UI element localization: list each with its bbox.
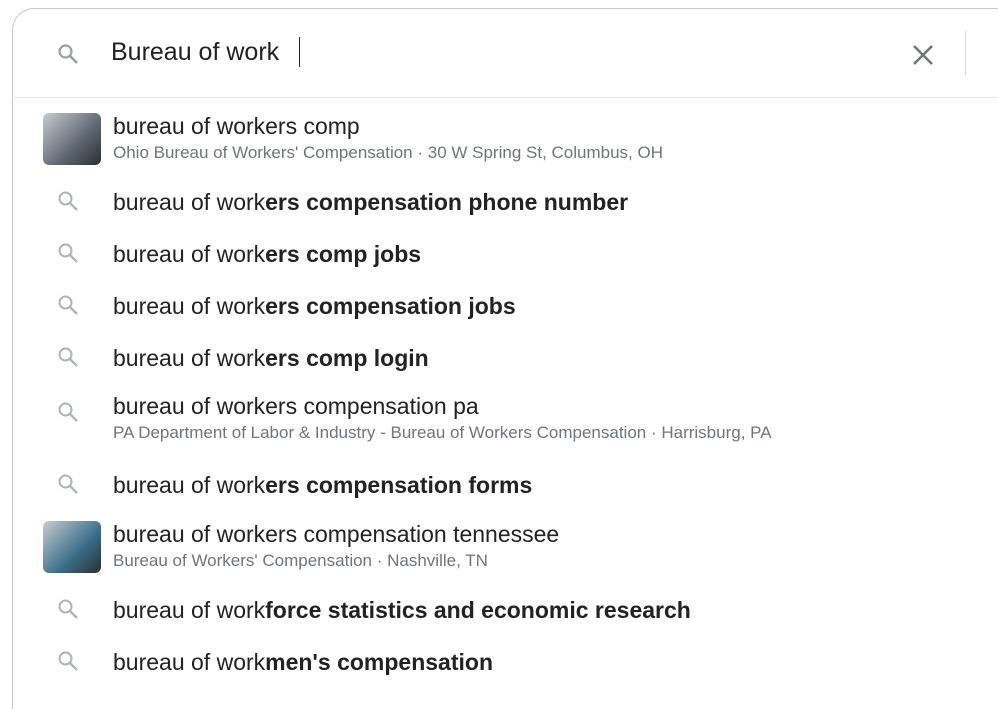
suggestion[interactable]: bureau of workforce statistics and econo… — [13, 583, 998, 635]
typed-part: bureau of workers compensation pa — [113, 393, 479, 419]
suggestion-text: bureau of workers comp jobs — [113, 241, 421, 268]
suggestion-text: bureau of workers compensation phone num… — [113, 189, 628, 216]
suggestion-text: bureau of workers compensation pa — [113, 393, 479, 420]
suggestion-detail: PA Department of Labor & Industry - Bure… — [113, 423, 772, 443]
suggestion-text: bureau of workers comp — [113, 113, 360, 140]
completion-part: men's compensation — [265, 649, 493, 675]
query-text[interactable]: Bureau of work — [111, 38, 279, 67]
search-icon — [57, 242, 79, 264]
search-icon — [57, 346, 79, 368]
suggestion[interactable]: bureau of workers compensation tennessee… — [13, 515, 998, 579]
clear-button[interactable] — [911, 43, 935, 67]
search-icon — [57, 401, 79, 423]
suggestion[interactable]: bureau of workers compensation phone num… — [13, 175, 998, 227]
suggestion-text: bureau of workers compensation jobs — [113, 293, 516, 320]
typed-part: bureau of workers compensation tennessee — [113, 521, 559, 547]
suggestion[interactable]: bureau of workers compensation jobs — [13, 279, 998, 331]
suggestion-text: bureau of workmen's compensation — [113, 649, 493, 676]
caret — [299, 37, 300, 67]
typed-part: bureau of work — [113, 649, 265, 675]
typed-part: bureau of work — [113, 241, 265, 267]
search-row[interactable]: Bureau of work — [13, 9, 998, 97]
suggestion[interactable]: bureau of workers compensation pa PA Depa… — [13, 387, 998, 457]
search-icon — [57, 650, 79, 672]
typed-part: bureau of workers comp — [113, 113, 360, 139]
search-icon — [57, 473, 79, 495]
suggestion-text: bureau of workers comp login — [113, 345, 429, 372]
search-icon — [57, 598, 79, 620]
search-icon — [57, 190, 79, 212]
thumbnail — [43, 113, 101, 165]
suggestion[interactable]: bureau of workers comp Ohio Bureau of Wor… — [13, 107, 998, 171]
typed-part: bureau of work — [113, 472, 265, 498]
suggestion-text: bureau of workers compensation tennessee — [113, 521, 559, 548]
suggestion-text: bureau of workers compensation forms — [113, 472, 532, 499]
completion-part: ers compensation jobs — [265, 293, 516, 319]
thumbnail — [43, 521, 101, 573]
suggestion[interactable]: bureau of workers comp jobs — [13, 227, 998, 279]
divider — [965, 31, 966, 75]
typed-part: bureau of work — [113, 293, 265, 319]
page: Bureau of work bureau of workers comp Ohi… — [0, 0, 998, 676]
typed-part: bureau of work — [113, 345, 265, 371]
typed-part: bureau of work — [113, 189, 265, 215]
completion-part: ers comp jobs — [265, 241, 421, 267]
suggestion-detail: Ohio Bureau of Workers' Compensation · 3… — [113, 143, 663, 163]
completion-part: force statistics and economic research — [265, 597, 691, 623]
completion-part: ers compensation phone number — [265, 189, 628, 215]
typed-part: bureau of work — [113, 597, 265, 623]
completion-part: ers compensation forms — [265, 472, 532, 498]
search-icon — [57, 294, 79, 316]
suggestion[interactable]: bureau of workers comp login — [13, 331, 998, 383]
search-box: Bureau of work bureau of workers comp Ohi… — [12, 8, 998, 709]
suggestion-text: bureau of workforce statistics and econo… — [113, 597, 691, 624]
suggestion[interactable]: bureau of workmen's compensation — [13, 635, 998, 687]
suggestion-detail: Bureau of Workers' Compensation · Nashvi… — [113, 551, 488, 571]
suggestion[interactable]: bureau of workers compensation forms — [13, 458, 998, 510]
search-icon — [57, 43, 79, 65]
separator — [13, 97, 998, 98]
completion-part: ers comp login — [265, 345, 429, 371]
